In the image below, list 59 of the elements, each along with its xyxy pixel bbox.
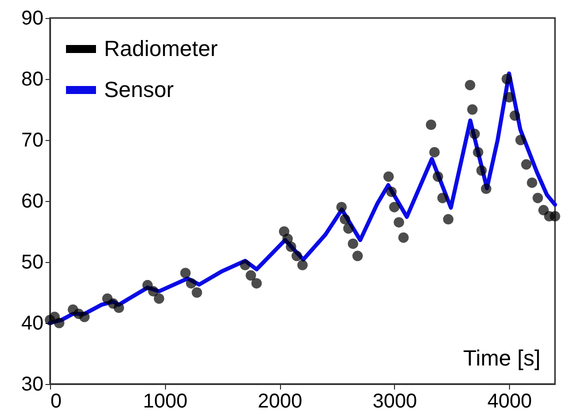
point: [550, 211, 560, 222]
point: [54, 318, 64, 328]
point: [437, 192, 448, 204]
point: [340, 214, 350, 225]
point: [464, 80, 476, 90]
point: [186, 278, 196, 289]
point: [180, 268, 191, 278]
point: [389, 202, 400, 212]
y-tick-label: 90: [21, 8, 44, 30]
point: [343, 223, 354, 234]
point: [480, 184, 492, 194]
point: [386, 186, 397, 198]
point: [394, 217, 404, 228]
point: [515, 134, 526, 146]
x-tick-label: 1000: [143, 390, 188, 412]
point: [336, 202, 347, 212]
y-tick-label: 70: [21, 130, 44, 152]
y-tick-label: 80: [21, 68, 44, 90]
point: [348, 238, 358, 249]
point: [467, 104, 478, 115]
point: [426, 120, 436, 130]
point: [526, 177, 538, 188]
legend-label: Sensor: [104, 77, 174, 102]
y-tick-label: 50: [21, 252, 44, 274]
point: [472, 146, 484, 158]
point: [148, 286, 159, 297]
point: [429, 146, 440, 158]
point: [432, 171, 444, 182]
point: [297, 260, 308, 270]
y-tick-label: 30: [21, 374, 44, 396]
point: [532, 192, 544, 204]
point: [286, 242, 296, 252]
x-tick-label: 0: [50, 390, 62, 412]
point: [521, 159, 532, 170]
point: [251, 278, 262, 289]
y-tick-label: 40: [21, 312, 44, 334]
point: [469, 128, 480, 140]
point: [114, 302, 124, 313]
point: [504, 92, 514, 103]
point: [352, 250, 363, 262]
point: [398, 232, 409, 243]
point: [79, 312, 90, 322]
x-tick-label: 4000: [487, 390, 532, 412]
point: [476, 165, 487, 176]
point: [282, 234, 293, 244]
point: [292, 250, 302, 262]
x-tick-label: 3000: [372, 390, 418, 412]
y-tick-label: 60: [21, 190, 44, 212]
point: [246, 270, 256, 281]
point: [383, 171, 394, 182]
point: [192, 287, 202, 298]
x-tick-label: 2000: [258, 390, 302, 412]
point: [443, 214, 454, 225]
point: [502, 74, 512, 84]
point: [240, 260, 250, 270]
legend-label: Radiometer: [104, 36, 218, 61]
point: [510, 110, 520, 121]
point: [154, 293, 164, 304]
x-axis-title: Time [s]: [463, 346, 540, 370]
